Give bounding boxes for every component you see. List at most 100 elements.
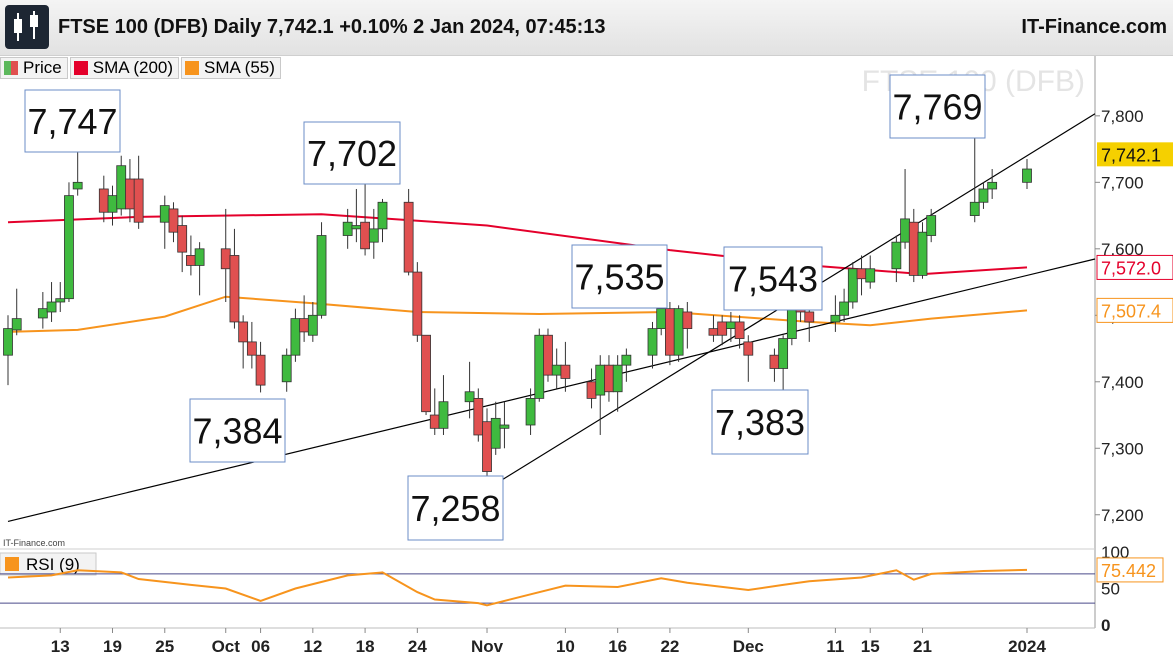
candle-body — [734, 321, 745, 339]
candle-body — [1022, 168, 1032, 183]
annotation-box — [24, 89, 121, 153]
x-tick-label: 19 — [103, 637, 122, 656]
candle-body — [368, 228, 379, 243]
candle-body — [839, 301, 850, 316]
annotation-label: 7,769 — [889, 74, 986, 139]
candle-body — [307, 314, 318, 336]
candle-body — [612, 364, 623, 393]
x-tick-label: 15 — [861, 637, 880, 656]
candle-down — [229, 228, 240, 329]
candle-body — [525, 398, 536, 426]
rsi-legend-label: RSI (9) — [26, 555, 80, 574]
chart-title: FTSE 100 (DFB) Daily 7,742.1 +0.10% 2 Ja… — [58, 16, 606, 38]
candle-up — [72, 151, 83, 196]
candle-body — [673, 308, 684, 356]
candle-down — [734, 315, 745, 349]
candle-up — [847, 262, 858, 309]
candle-body — [464, 391, 475, 403]
x-tick-label: Nov — [471, 637, 504, 656]
candle-up — [917, 222, 928, 279]
candle-body — [377, 201, 388, 230]
candle-body — [64, 195, 74, 300]
candle-body — [865, 268, 876, 283]
candle-up — [37, 292, 48, 329]
legend-sma55[interactable]: SMA (55) — [181, 57, 281, 79]
annotation-label: 7,747 — [24, 89, 121, 153]
candle-up — [1022, 159, 1032, 189]
candle-down — [238, 315, 249, 369]
candle-body — [185, 255, 196, 266]
brand-name[interactable]: IT-Finance.com — [1021, 16, 1167, 38]
annotation-box — [407, 475, 504, 541]
candle-down — [98, 175, 109, 223]
candlestick-logo-icon — [5, 5, 49, 49]
candle-body — [3, 328, 13, 356]
candle-body — [229, 255, 240, 323]
candle-body — [360, 221, 370, 250]
candle-up — [159, 195, 170, 249]
candle-up — [11, 288, 22, 336]
candle-body — [238, 321, 249, 343]
candle-down — [220, 208, 231, 302]
candle-body — [72, 181, 83, 190]
candle-body — [551, 364, 562, 376]
candle-down — [665, 302, 675, 366]
candle-down — [682, 302, 693, 349]
candle-down — [482, 408, 492, 477]
y-tick-label: 7,300 — [1101, 439, 1144, 458]
candle-body — [891, 241, 902, 270]
candle-up — [673, 305, 684, 362]
annotation-label: 7,543 — [723, 246, 823, 311]
candle-down — [403, 188, 414, 276]
candle-body — [438, 401, 449, 429]
annotation-box — [889, 74, 986, 139]
x-tick-label: 18 — [356, 637, 375, 656]
x-tick-label: 25 — [155, 637, 174, 656]
candle-up — [969, 136, 980, 223]
price-tag-box — [1096, 297, 1173, 323]
y-tick-label: 7,600 — [1101, 240, 1144, 259]
candle-body — [769, 354, 780, 369]
rsi-axis-label: 0 — [1101, 616, 1110, 635]
candle-up — [534, 328, 545, 402]
candle-body — [490, 417, 501, 449]
candle-up — [891, 235, 902, 283]
x-tick-label: 11 — [826, 637, 844, 656]
candle-body — [429, 414, 440, 429]
annotation-text: 7,747 — [27, 101, 117, 142]
x-tick-label: 10 — [556, 637, 575, 656]
candle-body — [778, 338, 789, 369]
y-tick-label: 7,400 — [1101, 373, 1144, 392]
candle-down — [543, 328, 553, 382]
candle-up — [778, 335, 789, 394]
legend-price-label: Price — [23, 58, 62, 77]
candle-body — [717, 321, 728, 336]
candle-up — [926, 208, 937, 243]
legend-sma55-swatch — [185, 61, 200, 75]
trendline-1 — [7, 258, 1096, 522]
annotation-box — [711, 389, 809, 455]
legend-price[interactable]: Price — [0, 57, 68, 79]
candle-up — [368, 208, 379, 259]
legend-sma200-swatch — [73, 61, 88, 75]
trendline-2 — [434, 113, 1096, 522]
candle-body — [656, 308, 667, 329]
candle-up — [987, 169, 998, 199]
legend-sma200[interactable]: SMA (200) — [69, 57, 180, 79]
rsi-value-box — [1096, 557, 1164, 583]
annotation-label: 7,535 — [571, 244, 668, 309]
x-tick-label: 06 — [251, 637, 270, 656]
candle-body — [421, 334, 431, 413]
x-tick-label: Oct — [212, 637, 241, 656]
sma200-line — [7, 213, 1028, 276]
candle-body — [499, 424, 510, 429]
candle-down — [473, 388, 484, 442]
candle-down — [560, 341, 571, 392]
candle-body — [595, 364, 606, 396]
candle-down — [743, 335, 754, 382]
legend-sma55-label: SMA (55) — [204, 58, 275, 77]
y-tick-label: 7,700 — [1101, 173, 1144, 192]
candle-down — [856, 255, 867, 296]
candle-body — [46, 301, 57, 313]
x-tick-label: 22 — [660, 637, 679, 656]
